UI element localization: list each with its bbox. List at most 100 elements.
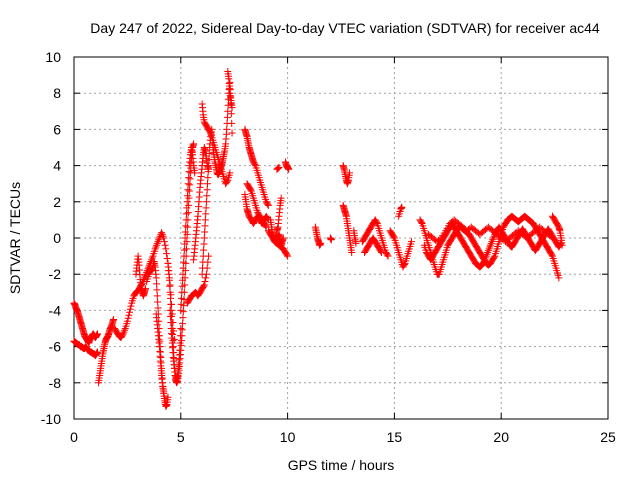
data-point	[154, 238, 162, 246]
data-point	[185, 168, 193, 176]
data-point	[118, 331, 126, 339]
data-point	[383, 251, 391, 259]
data-point	[154, 298, 162, 306]
data-point	[317, 239, 325, 247]
data-point	[153, 292, 161, 300]
data-point	[487, 241, 495, 249]
data-point	[167, 318, 175, 326]
data-point	[163, 250, 171, 258]
data-point	[166, 306, 174, 314]
data-point	[203, 192, 211, 200]
data-point	[200, 234, 208, 242]
y-tick-label: -2	[49, 266, 62, 282]
data-point	[274, 164, 282, 172]
data-point	[487, 239, 495, 247]
data-point	[158, 229, 166, 237]
data-point	[160, 234, 168, 242]
data-point	[228, 119, 236, 127]
data-point	[93, 330, 101, 338]
data-point	[163, 255, 171, 263]
data-point	[184, 223, 192, 231]
data-point	[227, 110, 235, 118]
data-point	[484, 248, 492, 256]
data-point	[177, 325, 185, 332]
data-point	[166, 282, 174, 290]
data-point	[206, 128, 214, 136]
x-tick-labels: 0 5 10 15 20 25	[70, 429, 616, 445]
data-point	[153, 280, 161, 288]
data-point	[184, 192, 192, 200]
data-point	[199, 258, 207, 266]
data-point	[200, 281, 208, 289]
data-point	[205, 150, 213, 158]
data-point	[264, 215, 272, 223]
data-point	[153, 286, 161, 294]
data-point	[482, 252, 490, 260]
data-point	[485, 245, 493, 253]
data-point	[201, 277, 209, 285]
data-point	[185, 174, 193, 182]
data-point	[224, 107, 232, 115]
data-point	[204, 174, 212, 182]
y-tick-labels: -10 -8 -6 -4 -2 0 2 4 6 8 10	[41, 49, 61, 427]
data-point	[223, 177, 231, 185]
data-point	[201, 216, 209, 224]
data-point	[140, 274, 148, 282]
data-point	[152, 274, 160, 282]
y-tick-label: -6	[49, 339, 62, 355]
data-point	[555, 274, 563, 282]
y-tick-label: -10	[41, 411, 61, 427]
data-point	[182, 216, 190, 224]
data-point	[151, 245, 159, 253]
data-point	[179, 270, 187, 278]
data-point	[200, 246, 208, 254]
data-point	[482, 254, 490, 262]
data-point	[223, 113, 231, 121]
data-point	[148, 254, 156, 262]
data-point	[377, 247, 385, 255]
x-tick-label: 10	[280, 429, 296, 445]
data-point	[155, 236, 163, 244]
data-point	[179, 264, 187, 272]
data-point	[183, 204, 191, 212]
data-point	[277, 194, 285, 202]
data-point	[119, 330, 127, 338]
data-point	[110, 315, 118, 323]
data-point	[285, 165, 293, 173]
data-point	[556, 241, 564, 249]
data-point	[183, 198, 191, 206]
data-point	[178, 332, 186, 340]
data-point	[180, 252, 188, 260]
data-point	[184, 186, 192, 194]
data-point	[120, 328, 128, 336]
data-point	[184, 209, 192, 217]
data-point	[284, 252, 292, 260]
data-point	[178, 326, 186, 334]
tick-marks	[73, 56, 609, 420]
y-tick-label: 10	[45, 49, 61, 65]
data-point	[407, 238, 415, 246]
data-point	[400, 261, 408, 269]
data-point	[480, 258, 488, 266]
y-axis-label: SDTVAR / TECUs	[7, 182, 23, 294]
data-point	[182, 222, 190, 230]
data-point	[489, 236, 497, 244]
data-point	[547, 233, 555, 241]
data-point	[264, 201, 272, 209]
x-tick-label: 20	[493, 429, 509, 445]
data-point	[126, 308, 134, 316]
data-point	[184, 180, 192, 188]
y-tick-label: 8	[53, 85, 61, 101]
data-point	[200, 240, 208, 248]
x-axis-label: GPS time / hours	[288, 457, 395, 473]
data-point	[125, 311, 133, 319]
data-point	[247, 186, 255, 194]
data-point	[558, 241, 566, 249]
data-point	[548, 251, 556, 259]
data-point	[548, 234, 556, 242]
y-tick-label: 2	[53, 194, 61, 210]
data-point	[185, 187, 193, 195]
data-point	[327, 236, 335, 244]
data-point	[160, 388, 168, 396]
data-point	[279, 234, 287, 242]
